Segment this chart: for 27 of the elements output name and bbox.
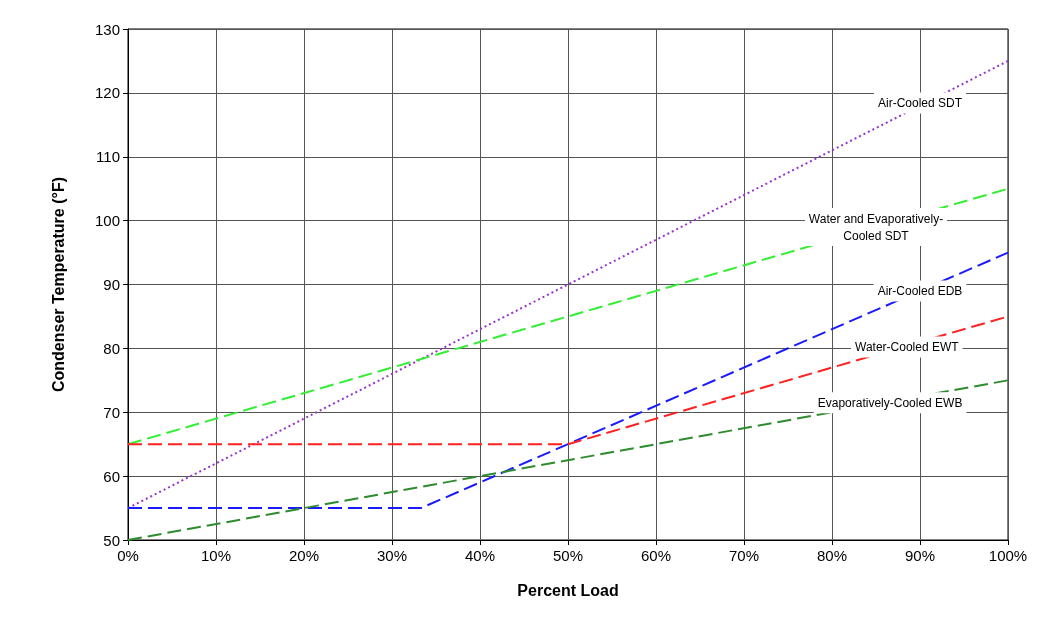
annotation: Air-Cooled SDT — [877, 96, 963, 111]
y-tick-label: 120 — [94, 84, 120, 102]
x-tick-label: 10% — [200, 547, 232, 564]
y-tick-label: 60 — [103, 467, 120, 485]
y-tick-label: 50 — [103, 531, 120, 549]
annotation: Water-Cooled EWT — [855, 340, 960, 355]
y-tick-label: 100 — [94, 212, 120, 230]
x-tick-label: 90% — [904, 547, 936, 564]
x-tick-label: 70% — [728, 547, 760, 564]
y-tick-label: 130 — [94, 20, 120, 38]
y-tick-label: 110 — [96, 148, 120, 166]
x-tick-label: 50% — [552, 547, 584, 564]
y-tick-label: 70 — [103, 403, 120, 421]
y-axis-title: Condenser Temperature (°F) — [49, 176, 67, 393]
x-axis-title: Percent Load — [517, 581, 619, 599]
x-tick-label: 0% — [117, 547, 139, 564]
annotation: Evaporatively-Cooled EWB — [817, 395, 963, 410]
y-tick-label: 80 — [103, 339, 120, 357]
annotation: Air-Cooled EDB — [877, 283, 963, 298]
x-tick-label: 40% — [464, 547, 496, 564]
y-tick-label: 90 — [103, 276, 120, 293]
annotation: Water and Evaporatively- Cooled SDT — [808, 211, 944, 243]
x-tick-label: 80% — [816, 547, 848, 564]
x-tick-label: 100% — [988, 547, 1028, 564]
x-tick-label: 20% — [288, 547, 320, 564]
x-tick-label: 30% — [376, 547, 408, 564]
x-tick-label: 60% — [640, 547, 672, 564]
